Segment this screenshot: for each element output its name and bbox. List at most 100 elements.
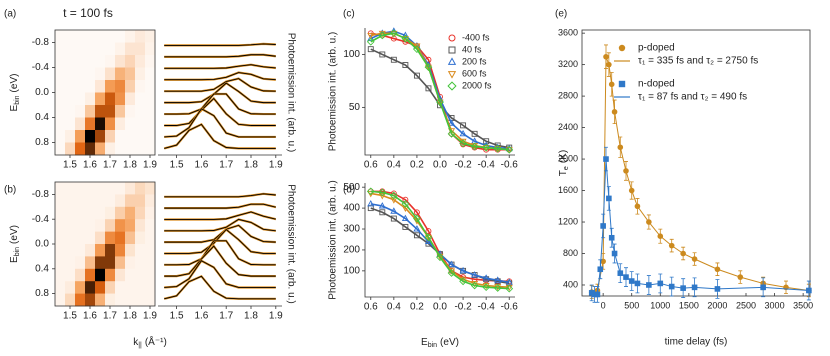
heat-cell: [85, 117, 96, 131]
fit-line: [370, 190, 510, 290]
legend-label: 40 fs: [462, 44, 482, 54]
heat-cell: [115, 244, 126, 257]
heat-cell: [115, 142, 126, 156]
heat-cell: [75, 142, 86, 156]
x-tick-label: 1.7: [219, 160, 233, 171]
heat-cell: [65, 206, 76, 220]
heat-cell: [65, 80, 76, 93]
mdc-curve: [164, 72, 276, 81]
data-point: [367, 32, 375, 40]
heat-cell: [75, 117, 86, 131]
legend-marker: [447, 81, 457, 91]
x-tick-label: 3000: [765, 300, 785, 310]
data-point: [668, 242, 675, 249]
y-axis-label-part: bin: [14, 95, 21, 104]
heat-cell: [95, 42, 106, 56]
data-point: [390, 215, 397, 222]
heat-cell: [105, 67, 116, 81]
data-point: [424, 234, 432, 242]
x-tick-label: 0.6: [364, 302, 378, 313]
fit-line: [370, 32, 510, 151]
heat-cell: [145, 182, 156, 195]
heat-cell: [135, 117, 146, 131]
heat-cell: [75, 219, 86, 232]
data-point: [367, 46, 374, 53]
heat-cell: [135, 231, 146, 245]
heat-cell: [65, 55, 76, 68]
heat-cell: [125, 256, 136, 270]
y-tick-label: 2800: [558, 90, 578, 100]
heat-cell: [75, 231, 86, 245]
y-axis-label-part: e: [563, 166, 570, 170]
heat-cell: [145, 80, 156, 93]
fit-line: [370, 192, 510, 288]
legend-marker: [447, 57, 457, 65]
heat-cell: [65, 67, 76, 81]
heat-cell: [65, 231, 76, 245]
heat-cell: [105, 105, 116, 118]
x-tick-label: -0.4: [478, 302, 496, 313]
data-point: [657, 233, 664, 239]
y-tick-label: 100: [343, 49, 360, 60]
mdc-curve: [164, 97, 276, 126]
legend-marker: [618, 80, 626, 88]
heat-cell: [95, 219, 106, 232]
data-point: [459, 277, 467, 286]
data-point: [714, 266, 721, 273]
data-point: [379, 51, 386, 58]
heat-cell: [145, 256, 156, 270]
heat-cell: [55, 92, 66, 106]
chart-title: t = 100 fs: [63, 6, 113, 20]
heat-cell: [75, 80, 86, 93]
heat-cell: [145, 268, 156, 282]
heat-cell: [65, 293, 76, 307]
x-axis-label-part: ||: [138, 342, 142, 349]
data-point: [482, 283, 491, 292]
data-point: [366, 37, 375, 46]
data-point: [459, 266, 467, 274]
x-tick-label: 3500: [793, 300, 813, 310]
x-tick-label: 0.2: [410, 160, 424, 171]
y-tick-label: 200: [343, 245, 360, 256]
heat-cell: [125, 30, 136, 43]
heat-cell: [55, 281, 66, 294]
heat-cell: [75, 55, 86, 68]
heat-cell: [145, 105, 156, 118]
axes: [364, 183, 515, 298]
heat-cell: [115, 231, 126, 245]
heat-cell: [135, 206, 146, 220]
heat-cell: [135, 105, 146, 118]
heat-cell: [145, 30, 156, 43]
y-axis-label-part: bin: [14, 247, 21, 256]
heat-cell: [95, 256, 106, 270]
data-point: [389, 191, 398, 200]
heat-cell: [125, 293, 136, 307]
mdc-curve: [164, 275, 276, 300]
heat-cell: [115, 194, 126, 208]
data-point: [459, 139, 467, 148]
heat-cell: [95, 92, 106, 106]
heat-cell: [65, 194, 76, 208]
y-tick-label: 1200: [558, 216, 578, 226]
data-point: [413, 72, 420, 79]
y-tick-label: 3200: [558, 59, 578, 69]
heat-cell: [65, 182, 76, 195]
data-point: [806, 287, 812, 294]
heat-cell: [75, 67, 86, 81]
heat-cell: [95, 206, 106, 220]
heat-cell: [95, 105, 106, 118]
heat-cell: [55, 117, 66, 131]
data-point: [623, 168, 629, 174]
heat-cell: [85, 293, 96, 307]
heat-cell: [125, 80, 136, 93]
legend-marker: [618, 44, 626, 52]
heat-cell: [95, 55, 106, 68]
fit-curve: [164, 210, 277, 221]
data-point: [401, 200, 410, 208]
heat-cell: [105, 117, 116, 131]
heat-cell: [125, 219, 136, 232]
data-point: [493, 144, 502, 153]
x-tick-label: 0.0: [433, 160, 447, 171]
mdc-curve: [164, 108, 276, 138]
x-tick-label: 1.9: [269, 311, 283, 322]
